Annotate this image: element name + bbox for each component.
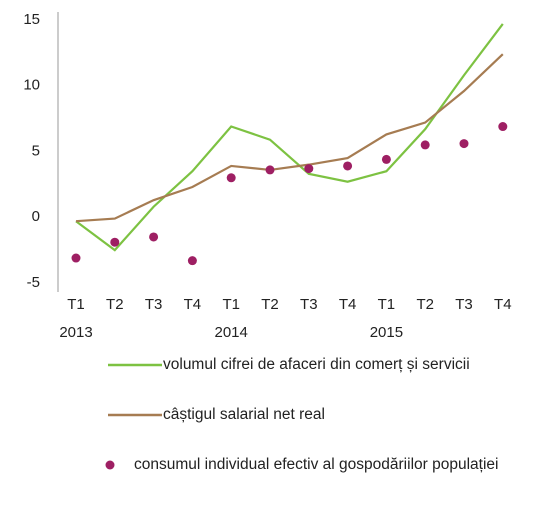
x-tick-label: T1 xyxy=(222,296,240,313)
series-marker xyxy=(226,173,236,183)
x-tick-label: T2 xyxy=(261,296,279,313)
x-tick-label: T4 xyxy=(494,296,512,313)
y-tick-label: 15 xyxy=(23,11,40,28)
legend-label: câștigul salarial net real xyxy=(163,406,325,423)
series-marker xyxy=(265,165,275,175)
x-tick-label: T1 xyxy=(378,296,396,313)
x-tick-label: T3 xyxy=(300,296,318,313)
x-tick-label: T2 xyxy=(416,296,434,313)
legend-swatch xyxy=(105,460,115,470)
year-label: 2014 xyxy=(215,324,248,341)
series-marker xyxy=(381,154,391,164)
x-tick-label: T3 xyxy=(455,296,473,313)
series-marker xyxy=(149,232,159,242)
y-tick-label: 0 xyxy=(32,208,40,225)
y-tick-label: 5 xyxy=(32,142,40,159)
series-line xyxy=(75,53,504,223)
x-tick-label: T1 xyxy=(67,296,85,313)
series-marker xyxy=(498,122,508,132)
legend-label: volumul cifrei de afaceri din comerț și … xyxy=(163,356,470,373)
series-line xyxy=(75,23,504,252)
x-tick-label: T2 xyxy=(106,296,124,313)
y-tick-label: -5 xyxy=(27,274,40,291)
x-tick-label: T3 xyxy=(145,296,163,313)
y-tick-label: 10 xyxy=(23,77,40,94)
legend-label: consumul individual efectiv al gospodări… xyxy=(134,456,499,473)
series-marker xyxy=(187,256,197,266)
series-marker xyxy=(459,139,469,149)
year-label: 2015 xyxy=(370,324,403,341)
series-marker xyxy=(304,164,314,174)
series-marker xyxy=(343,161,353,171)
series-marker xyxy=(71,253,81,263)
year-label: 2013 xyxy=(59,324,92,341)
x-tick-label: T4 xyxy=(184,296,202,313)
x-tick-label: T4 xyxy=(339,296,357,313)
series-marker xyxy=(110,237,120,247)
series-marker xyxy=(420,140,430,150)
